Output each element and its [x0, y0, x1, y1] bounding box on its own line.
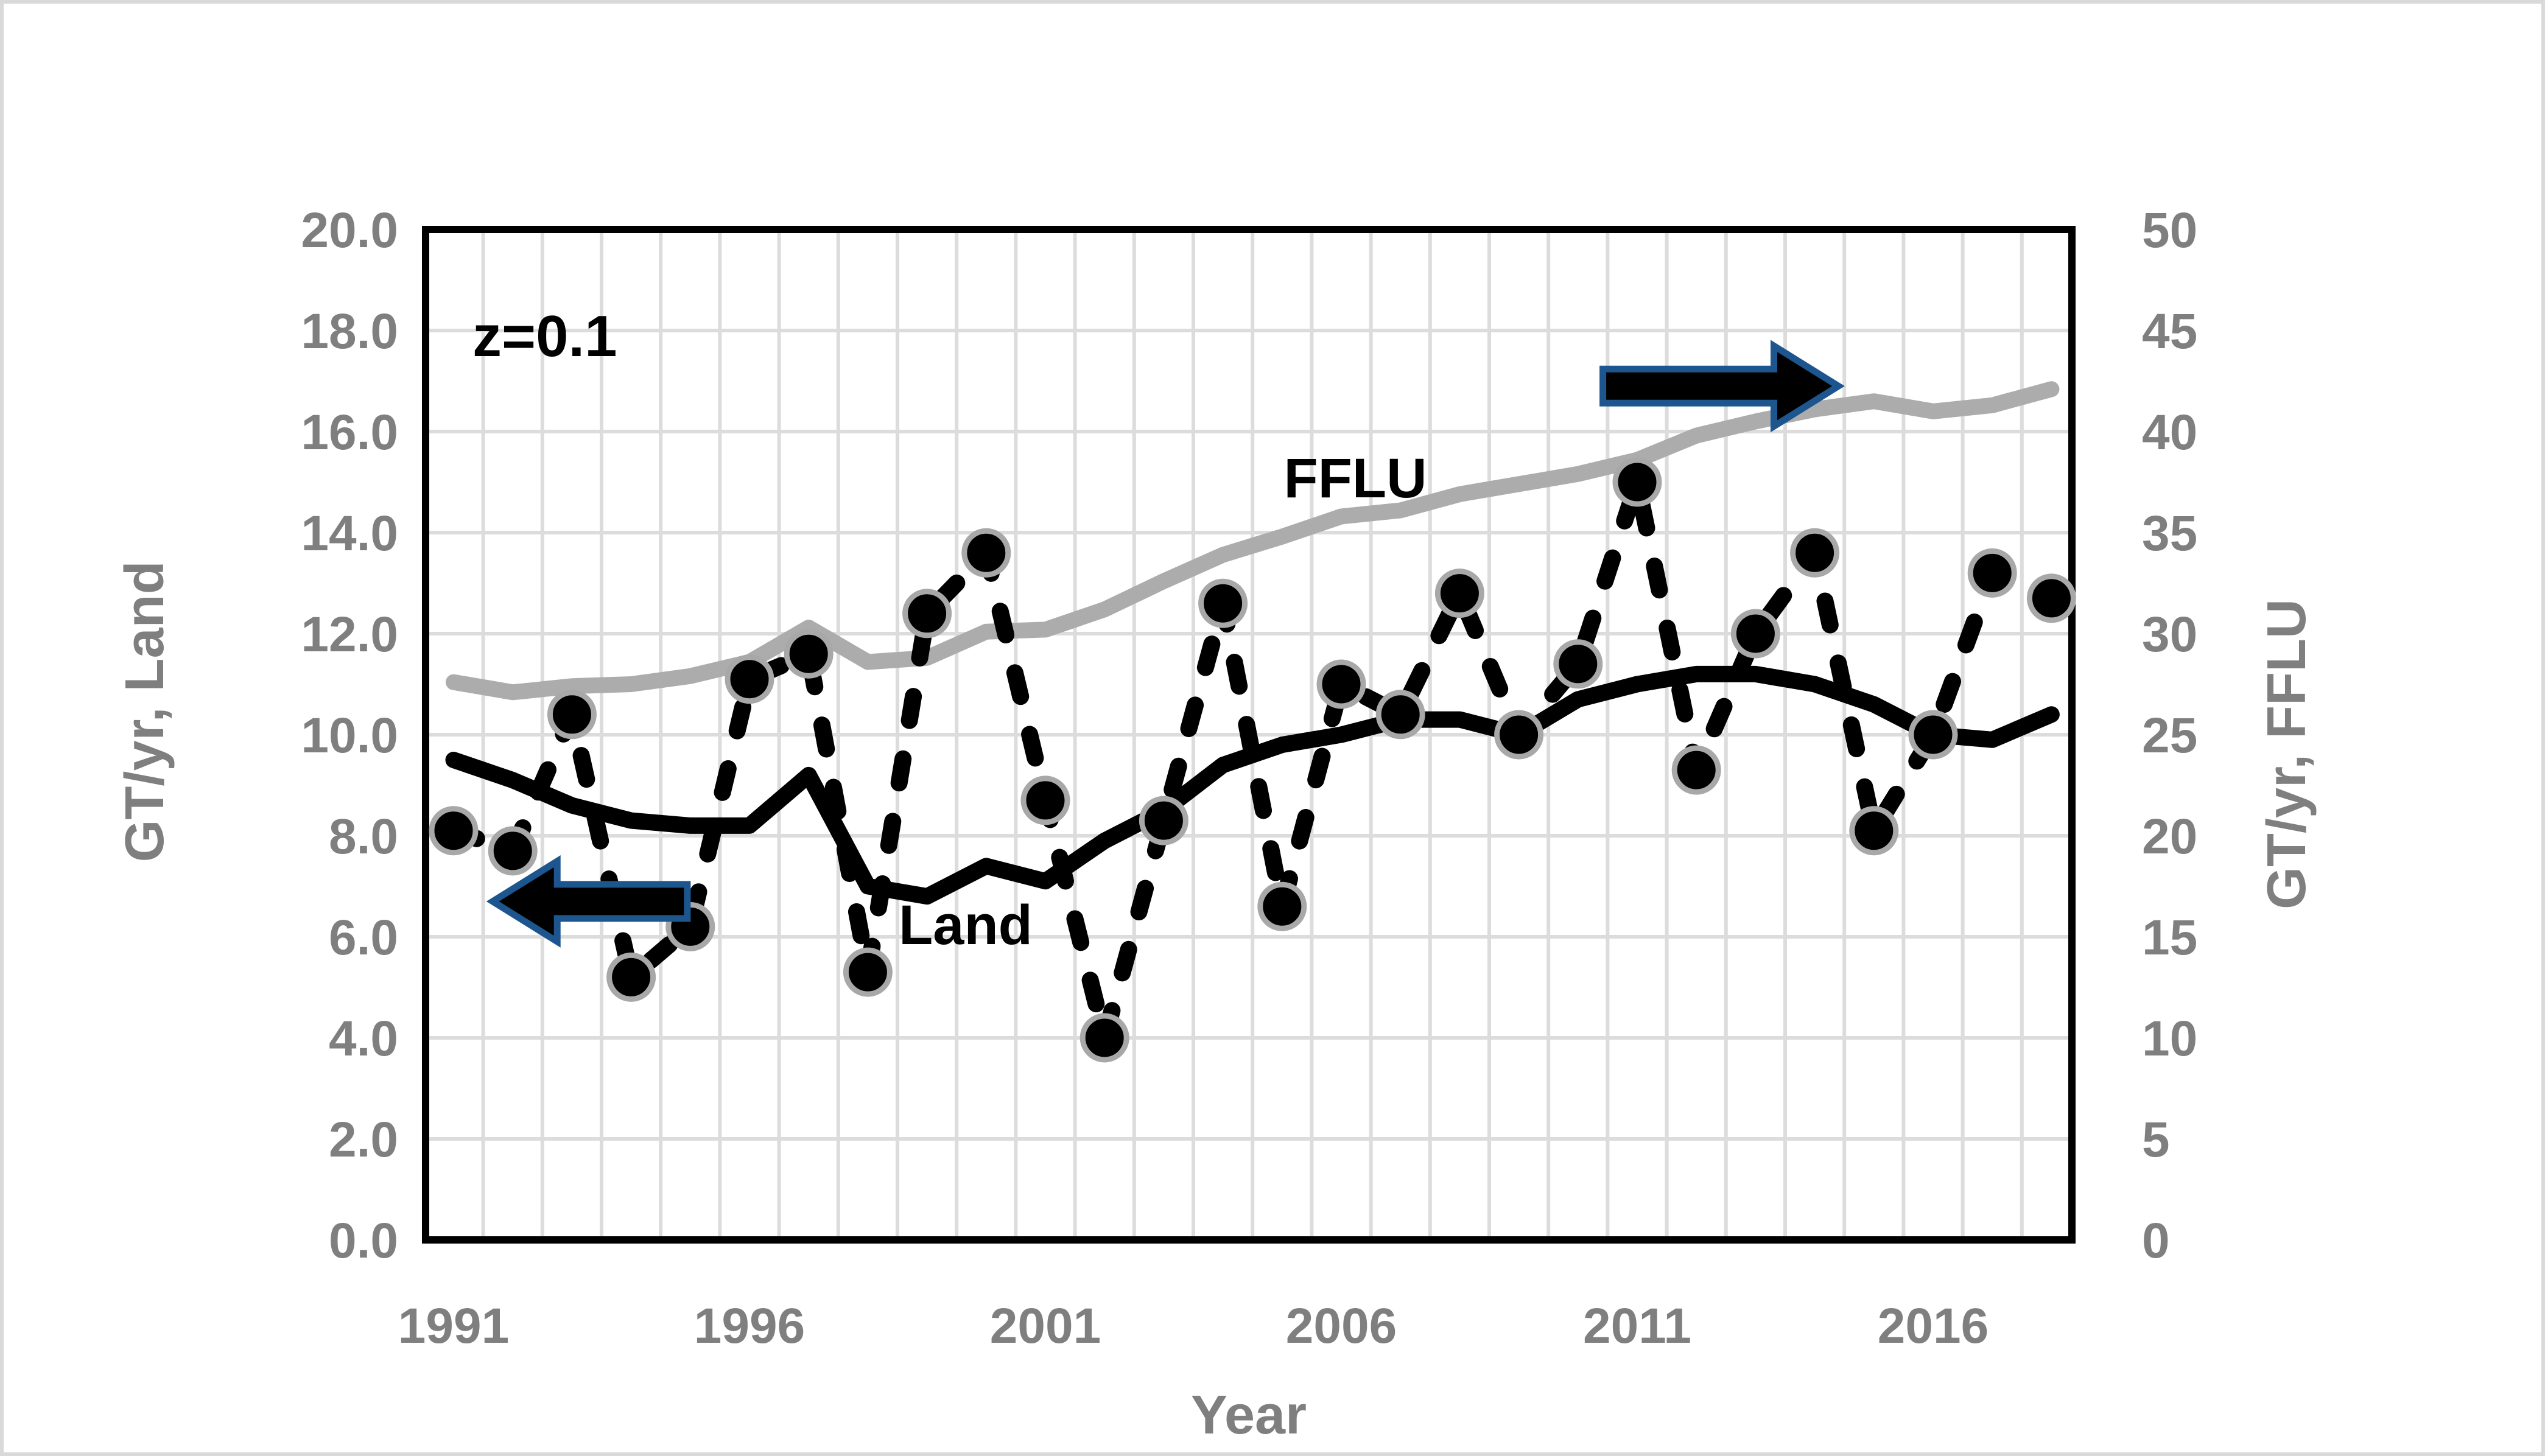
y-left-tick-label: 8.0 — [329, 809, 398, 864]
land-annual-marker — [1375, 690, 1425, 740]
left-arrow — [486, 855, 691, 948]
y-left-tick-label: 2.0 — [329, 1112, 398, 1167]
land-annual-marker — [961, 528, 1011, 578]
land-annual-marker — [1849, 806, 1899, 856]
y-right-tick-label: 25 — [2142, 708, 2197, 763]
land-annual-marker — [1790, 528, 1840, 578]
land-annual-marker — [1020, 775, 1070, 825]
y-right-tick-label: 15 — [2142, 910, 2197, 965]
y-left-tick-label: 16.0 — [301, 405, 398, 460]
x-tick-label: 1991 — [398, 1298, 509, 1354]
land-annual-marker — [1494, 710, 1544, 760]
chart-svg: 0.0 2.0 4.0 6.0 8.0 10.0 12.0 14.0 16.0 18.0 20.0 0… — [301, 203, 2197, 1354]
y-left-tick-label: 20.0 — [301, 203, 398, 258]
plot-border — [422, 226, 2076, 1244]
land-annual-dashed-line — [445, 474, 2060, 1046]
y-right-axis-title: GT/yr, FFLU — [2256, 598, 2317, 910]
land-annual-marker — [1671, 745, 1721, 795]
y-left-tick-label: 12.0 — [301, 607, 398, 662]
y-left-tick-label: 14.0 — [301, 506, 398, 561]
y-left-tick-label: 6.0 — [329, 910, 398, 965]
y-left-tick-label: 18.0 — [301, 304, 398, 359]
land-annual-marker — [547, 690, 597, 740]
y-left-tick-label: 10.0 — [301, 708, 398, 763]
land-annual-marker — [902, 589, 952, 639]
land-annual-marker — [488, 826, 538, 876]
land-series-label: Land — [899, 894, 1033, 956]
fflu-series-label: FFLU — [1283, 447, 1427, 509]
x-tick-label: 2011 — [1583, 1298, 1691, 1354]
land-annual-marker — [1730, 609, 1780, 659]
right-arrow — [1599, 340, 1845, 433]
land-annual-marker — [1139, 796, 1188, 845]
land-annual-marker — [1198, 578, 1248, 628]
z-annotation: z=0.1 — [472, 304, 617, 369]
y-right-tick-label: 30 — [2142, 607, 2197, 662]
land-annual-marker — [1257, 881, 1307, 931]
y-right-tick-label: 35 — [2142, 506, 2197, 561]
y-right-tick-label: 5 — [2142, 1112, 2170, 1167]
land-annual-marker — [1908, 710, 1958, 760]
y-left-axis-title: GT/yr, Land — [114, 561, 175, 863]
land-annual-marker — [843, 947, 893, 997]
y-right-tick-label: 45 — [2142, 304, 2197, 359]
land-annual-marker — [1434, 569, 1484, 618]
y-right-tick-label: 40 — [2142, 405, 2197, 460]
land-annual-marker — [1612, 457, 1662, 507]
x-tick-label: 1996 — [694, 1298, 805, 1354]
x-axis-title: Year — [1190, 1385, 1307, 1446]
land-annual-marker — [725, 654, 774, 704]
land-annual-marker — [429, 806, 479, 856]
y-left-tick-label: 4.0 — [329, 1011, 398, 1066]
y-right-tick-label: 20 — [2142, 809, 2197, 864]
y-right-tick-label: 10 — [2142, 1011, 2197, 1066]
x-tick-label: 2001 — [990, 1298, 1101, 1354]
land-annual-marker — [1316, 659, 1366, 709]
y-right-tick-label: 0 — [2142, 1213, 2170, 1269]
y-left-tick-label: 0.0 — [329, 1213, 398, 1269]
x-tick-label: 2006 — [1286, 1298, 1397, 1354]
x-tick-label: 2016 — [1878, 1298, 1989, 1354]
land-annual-marker — [2026, 573, 2076, 623]
land-annual-marker — [1967, 548, 2017, 598]
land-annual-marker — [1553, 639, 1603, 689]
y-right-tick-label: 50 — [2142, 203, 2197, 258]
land-annual-marker — [606, 952, 656, 1002]
land-annual-marker — [1079, 1013, 1129, 1063]
land-annual-marker — [784, 629, 834, 679]
